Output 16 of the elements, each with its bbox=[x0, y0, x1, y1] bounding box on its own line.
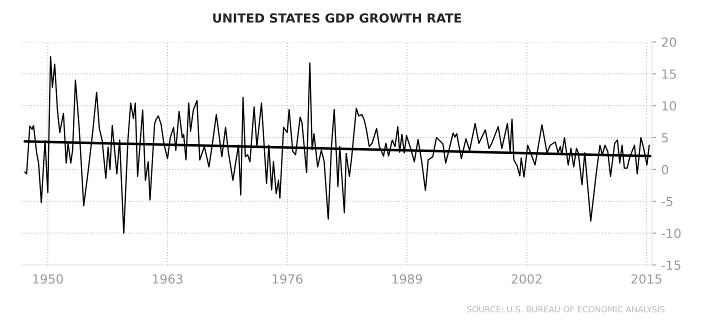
x-tick-label: 1976 bbox=[272, 274, 302, 284]
x-tick-label: 1963 bbox=[152, 274, 182, 284]
y-tick-label: 5 bbox=[662, 133, 668, 142]
y-tick-label: 0 bbox=[662, 164, 668, 174]
chart-title: UNITED STATES GDP GROWTH RATE bbox=[213, 13, 462, 23]
y-tick-label: 20 bbox=[662, 37, 676, 47]
y-tick-label: -5 bbox=[662, 196, 672, 206]
x-tick-label: 2015 bbox=[631, 274, 662, 284]
x-tick-label: 1989 bbox=[392, 274, 422, 284]
y-tick-label: 15 bbox=[662, 69, 676, 79]
y-tick-label: -15 bbox=[662, 260, 680, 270]
source-note: SOURCE: U.S. BUREAU OF ECONOMIC ANALYSIS bbox=[467, 306, 665, 312]
x-tick-label: 2002 bbox=[512, 274, 542, 284]
x-tick-label: 1950 bbox=[33, 274, 63, 284]
y-tick-label: -10 bbox=[662, 228, 681, 238]
y-tick-label: 10 bbox=[662, 101, 676, 111]
